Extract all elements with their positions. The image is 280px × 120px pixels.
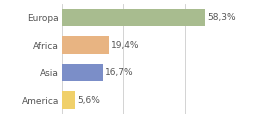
Text: 58,3%: 58,3% — [207, 13, 236, 22]
Bar — [62, 36, 109, 54]
Text: 19,4%: 19,4% — [111, 41, 140, 50]
Bar — [62, 91, 75, 109]
Bar — [62, 9, 205, 27]
Text: 16,7%: 16,7% — [105, 68, 133, 77]
Text: 5,6%: 5,6% — [77, 96, 100, 105]
Bar — [62, 64, 103, 81]
